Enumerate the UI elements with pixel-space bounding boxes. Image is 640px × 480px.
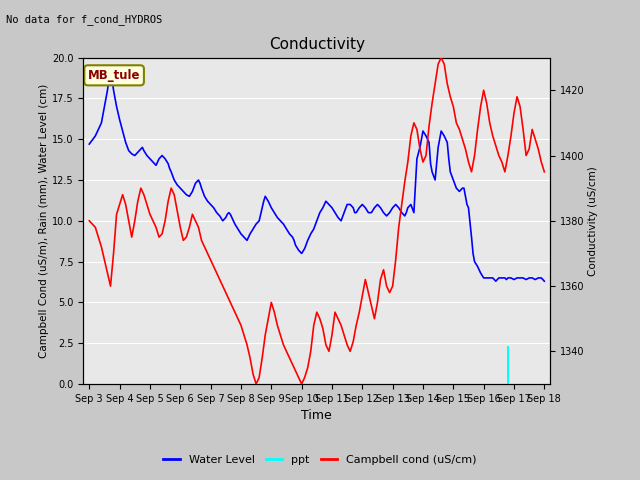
Text: MB_tule: MB_tule: [88, 69, 140, 82]
Text: No data for f_cond_HYDROS: No data for f_cond_HYDROS: [6, 14, 163, 25]
X-axis label: Time: Time: [301, 409, 332, 422]
Y-axis label: Conductivity (uS/cm): Conductivity (uS/cm): [588, 166, 598, 276]
Y-axis label: Campbell Cond (uS/m), Rain (mm), Water Level (cm): Campbell Cond (uS/m), Rain (mm), Water L…: [39, 84, 49, 358]
Bar: [507, 347, 509, 384]
Legend: Water Level, ppt, Campbell cond (uS/cm): Water Level, ppt, Campbell cond (uS/cm): [159, 451, 481, 469]
Title: Conductivity: Conductivity: [269, 37, 365, 52]
